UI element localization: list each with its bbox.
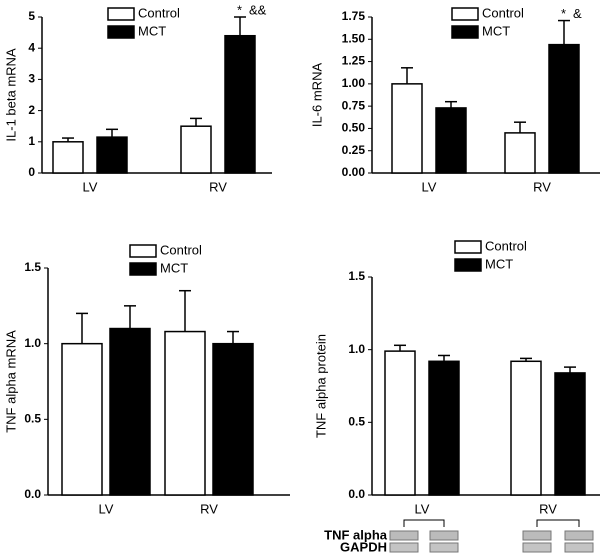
y-tick-label: 1.25 [342, 54, 366, 68]
y-tick-label: 0.0 [348, 487, 365, 501]
legend-label: Control [160, 242, 202, 257]
y-tick-label: 1.0 [24, 336, 41, 350]
blot-label: GAPDH [340, 539, 387, 554]
legend-label: Control [138, 5, 180, 20]
x-tick-label: RV [533, 179, 551, 194]
bar [554, 372, 586, 496]
y-axis-label: IL-6 mRNA [309, 63, 324, 128]
y-tick-label: 1.00 [342, 76, 366, 90]
legend-swatch [129, 262, 157, 276]
blot-label: TNF alpha [324, 527, 388, 542]
blot-band [429, 542, 459, 553]
bar [180, 125, 212, 174]
blot-band [564, 530, 594, 541]
blot-band [389, 542, 419, 553]
blot-bracket [403, 519, 580, 527]
x-tick-label: LV [422, 179, 437, 194]
y-tick-label: 1.0 [348, 342, 365, 356]
y-tick-label: 0.25 [342, 143, 366, 157]
legend-swatch [107, 7, 135, 21]
legend-swatch [107, 25, 135, 39]
y-axis-label: TNF alpha mRNA [3, 330, 18, 433]
blot-band [389, 530, 419, 541]
annotation: && [249, 2, 267, 17]
y-tick-label: 3 [28, 72, 35, 86]
bar [428, 360, 460, 496]
x-tick-label: LV [99, 501, 114, 516]
x-tick-label: LV [83, 179, 98, 194]
bar [52, 141, 84, 174]
y-axis-label: IL-1 beta mRNA [3, 48, 18, 142]
legend-swatch [129, 244, 157, 258]
y-tick-label: 0 [28, 165, 35, 179]
annotation: * [561, 6, 566, 21]
y-tick-label: 1.50 [342, 31, 366, 45]
bar [109, 327, 151, 496]
legend-label: Control [482, 5, 524, 20]
legend-label: MCT [160, 260, 188, 275]
y-tick-label: 1.75 [342, 9, 366, 23]
bar [435, 107, 467, 174]
y-tick-label: 1.5 [24, 260, 41, 274]
y-tick-label: 0.00 [342, 165, 366, 179]
legend-label: Control [485, 238, 527, 253]
y-tick-label: 4 [28, 40, 35, 54]
y-tick-label: 5 [28, 9, 35, 23]
bar [384, 350, 416, 496]
y-tick-label: 2 [28, 103, 35, 117]
y-tick-label: 1 [28, 134, 35, 148]
legend-swatch [451, 7, 479, 21]
y-tick-label: 0.5 [348, 415, 365, 429]
x-tick-label: RV [539, 501, 557, 516]
legend-label: MCT [138, 23, 166, 38]
legend-swatch [454, 240, 482, 254]
x-tick-label: RV [200, 501, 218, 516]
y-axis-label: TNF alpha protein [313, 334, 328, 438]
blot-band [429, 530, 459, 541]
y-tick-label: 0.75 [342, 98, 366, 112]
blot-band [522, 542, 552, 553]
blot-band [522, 530, 552, 541]
bar [164, 330, 206, 496]
annotation: & [573, 6, 582, 21]
bar [510, 360, 542, 496]
annotation: * [237, 2, 242, 17]
x-tick-label: RV [209, 179, 227, 194]
y-tick-label: 0.50 [342, 121, 366, 135]
bar [96, 136, 128, 174]
bar [61, 342, 103, 496]
legend-swatch [454, 258, 482, 272]
bar [548, 43, 580, 174]
x-tick-label: LV [415, 501, 430, 516]
blot-images [389, 519, 594, 553]
legend-swatch [451, 25, 479, 39]
y-tick-label: 0.5 [24, 412, 41, 426]
legend-label: MCT [482, 23, 510, 38]
bar [504, 132, 536, 174]
bar [391, 83, 423, 174]
blot-band [564, 542, 594, 553]
bar [212, 342, 254, 496]
y-tick-label: 0.0 [24, 487, 41, 501]
legend-label: MCT [485, 256, 513, 271]
bar [224, 34, 256, 174]
y-tick-label: 1.5 [348, 269, 365, 283]
